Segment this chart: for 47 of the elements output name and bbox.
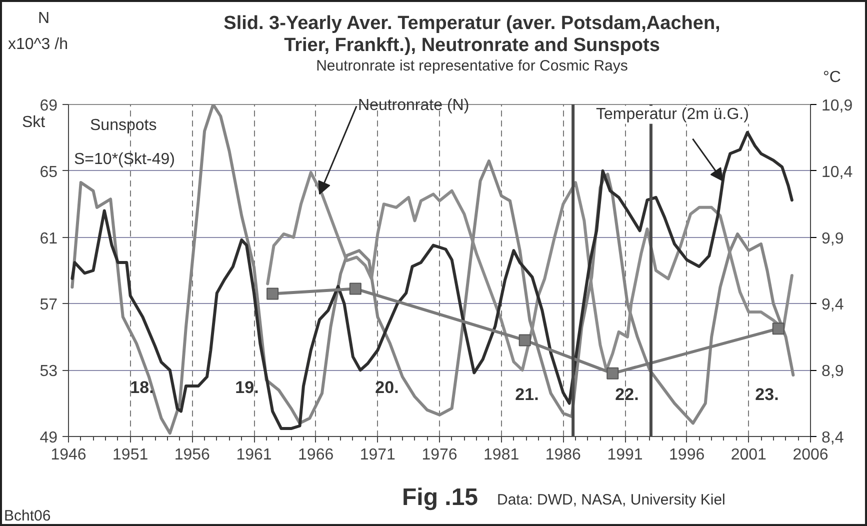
y-tick-label: 57 [40, 296, 58, 314]
annotation: S=10*(Skt-49) [74, 150, 175, 170]
y2-tick-label: 8,9 [822, 363, 844, 380]
annotation: Bcht06 [4, 507, 51, 525]
subtitle: Neutronrate ist representative for Cosmic Rays [316, 57, 628, 75]
ylabel: x10^3 /h [8, 36, 68, 54]
point [772, 322, 784, 335]
annotation: 20. [375, 378, 399, 398]
y-tick-label: 49 [40, 430, 58, 446]
annotation: Data: DWD, NASA, University Kiel [497, 491, 726, 509]
point [518, 334, 531, 346]
x-tick-label: 1991 [607, 446, 643, 464]
annotation: 23. [755, 385, 779, 405]
annotation: Sunspots [90, 116, 157, 136]
y-tick-label: 69 [40, 98, 58, 114]
annotation: 19. [235, 378, 259, 398]
x-tick-label: 1946 [50, 446, 86, 464]
x-tick-label: 2006 [792, 446, 828, 464]
annotation: 21. [515, 385, 539, 405]
annotation: Skt [22, 114, 46, 132]
y2label: °C [823, 68, 841, 88]
y2-tick-label: 9,4 [822, 296, 844, 314]
x-tick-label: 1966 [298, 446, 334, 464]
y-tick-label: 53 [40, 363, 58, 380]
ylabel: N [38, 10, 50, 28]
y2-tick-label: 9,9 [822, 230, 844, 248]
y2-tick-label: 8,4 [822, 430, 844, 446]
x-tick-label: 1986 [545, 446, 582, 464]
x-tick-label: 1951 [112, 446, 148, 464]
x-tick-label: 1996 [669, 446, 705, 464]
point [349, 282, 362, 295]
y2-tick-label: 10,9 [822, 98, 853, 114]
x-tick-label: 2001 [730, 446, 767, 464]
y2-tick-label: 10,4 [822, 164, 853, 181]
x-tick-label: 1971 [360, 446, 396, 464]
annotation: Temperatur (2m ü.G.) [595, 106, 750, 124]
y-tick-label: 65 [40, 164, 58, 181]
x-tick-label: 1976 [422, 446, 458, 464]
x-tick-label: 1981 [484, 446, 520, 464]
annotation: 22. [615, 385, 639, 405]
x-tick-label: 1961 [236, 446, 272, 464]
title: Slid. 3-Yearly Aver. Temperatur (aver. Potsdam,Aachen, Trier, Frankft.), Neutronrate and Sunspots [224, 13, 720, 57]
y-tick-label: 61 [40, 230, 58, 248]
annotation: Fig .15 [402, 484, 478, 512]
point [606, 367, 619, 380]
point [266, 288, 279, 300]
x-tick-label: 1956 [174, 446, 210, 464]
